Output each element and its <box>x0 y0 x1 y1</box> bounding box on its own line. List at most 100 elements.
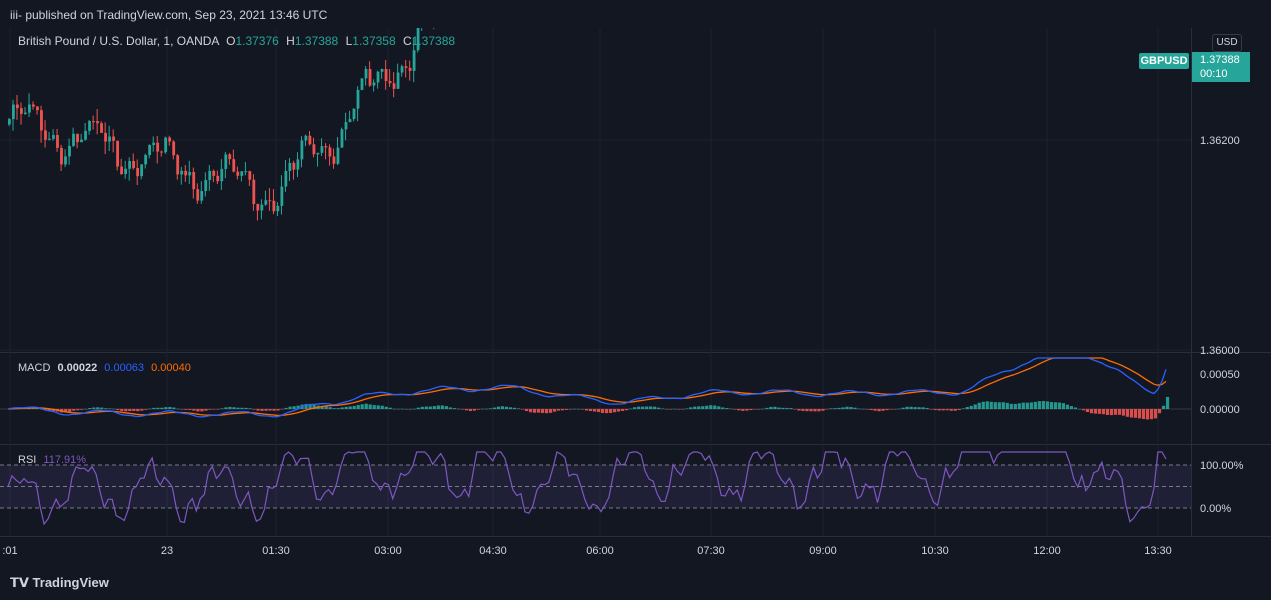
candle-body <box>252 179 256 204</box>
macd-histogram-bar <box>580 409 585 410</box>
high-value: 1.37388 <box>294 34 339 48</box>
candle-body <box>356 89 360 109</box>
candle-body <box>108 136 111 142</box>
candle-body <box>288 162 292 171</box>
candle-body <box>392 83 396 89</box>
macd-histogram-bar <box>941 409 945 411</box>
candle-body <box>396 72 400 89</box>
macd-histogram-bar <box>1029 402 1033 409</box>
macd-histogram-bar <box>1101 409 1106 415</box>
candle-body <box>416 28 420 51</box>
candle-body <box>116 140 119 167</box>
candle-body <box>404 66 408 68</box>
candle-body <box>148 145 152 156</box>
macd-histogram-bar <box>977 402 981 409</box>
macd-histogram-bar <box>236 407 240 409</box>
candle-body <box>324 146 328 148</box>
macd-histogram-bar <box>256 409 260 411</box>
candle-body <box>248 171 252 180</box>
macd-histogram-bar <box>637 406 641 409</box>
macd-histogram-bar <box>224 407 228 409</box>
candle-body <box>284 170 288 187</box>
candle-body <box>196 189 200 201</box>
macd-histogram-bar <box>72 409 76 411</box>
footer: 𝗧𝗩 TradingView <box>0 566 1271 600</box>
macd-histogram-bar <box>408 409 412 410</box>
last-price-badge: 1.37388 00:10 <box>1192 52 1250 82</box>
macd-histogram-bar <box>244 407 248 409</box>
macd-histogram-bar <box>92 407 96 409</box>
candle-body <box>164 137 168 153</box>
last-price-value: 1.37388 <box>1200 54 1240 66</box>
candle-body <box>40 110 43 131</box>
macd-histogram-bar <box>1149 409 1154 420</box>
symbol-badge: GBPUSD <box>1139 53 1189 69</box>
macd-histogram-bar <box>669 409 673 410</box>
macd-histogram-bar <box>560 409 565 411</box>
macd-histogram-bar <box>1133 409 1138 418</box>
macd-histogram-bar <box>1013 403 1017 409</box>
chart-area[interactable]: 1.372001.370001.368001.366001.364001.362… <box>0 28 1271 566</box>
macd-histogram-bar <box>200 409 204 412</box>
macd-histogram-bar <box>380 405 384 409</box>
macd-histogram-bar <box>1073 407 1078 409</box>
macd-histogram-bar <box>364 403 368 409</box>
currency-button[interactable]: USD <box>1212 34 1242 52</box>
macd-histogram-bar <box>957 409 961 411</box>
macd-histogram-bar <box>813 409 817 412</box>
macd-histogram-bar <box>252 409 256 410</box>
macd-histogram-bar <box>781 407 785 409</box>
macd-histogram-bar <box>420 406 424 409</box>
macd-histogram-bar <box>336 408 340 409</box>
candle-body <box>56 135 59 148</box>
high-label: H <box>286 34 295 48</box>
candle-body <box>92 121 95 123</box>
candle-body <box>176 155 180 175</box>
macd-histogram-bar <box>625 409 629 411</box>
candle-body <box>100 123 103 133</box>
macd-histogram-bar <box>681 409 685 410</box>
macd-histogram-bar <box>1069 406 1074 409</box>
macd-histogram-bar <box>825 409 829 410</box>
price-chart-svg[interactable]: 1.372001.370001.368001.366001.364001.362… <box>0 28 1271 566</box>
macd-histogram-bar <box>48 409 52 411</box>
macd-histogram-bar <box>785 407 789 409</box>
candle-body <box>280 186 284 206</box>
macd-histogram-bar <box>809 409 813 412</box>
low-value: 1.37358 <box>352 34 396 48</box>
macd-histogram-bar <box>220 408 224 409</box>
macd-histogram-bar <box>845 406 849 409</box>
macd-histogram-bar <box>528 409 533 413</box>
candle-body <box>304 135 308 141</box>
macd-histogram-bar <box>448 407 452 409</box>
macd-histogram-bar <box>496 406 501 409</box>
macd-histogram-bar <box>588 409 593 412</box>
macd-histogram-bar <box>516 408 521 409</box>
macd-histogram-bar <box>689 407 693 409</box>
tradingview-logo[interactable]: 𝗧𝗩 TradingView <box>10 575 109 591</box>
macd-histogram-bar <box>1125 409 1130 417</box>
macd-histogram-bar <box>596 409 601 413</box>
candle-body <box>80 139 83 143</box>
macd-histogram-bar <box>909 406 913 409</box>
macd-histogram-bar <box>544 409 549 414</box>
macd-histogram-bar <box>1153 409 1158 419</box>
macd-histogram-bar <box>605 409 609 414</box>
macd-histogram-bar <box>100 407 104 409</box>
macd-histogram-bar <box>949 409 953 411</box>
macd-histogram-bar <box>372 405 376 409</box>
macd-histogram-bar <box>905 406 909 409</box>
candle-body <box>400 66 404 73</box>
macd-histogram-bar <box>769 406 773 409</box>
macd-label: MACD <box>18 362 51 374</box>
macd-histogram-bar <box>384 406 388 409</box>
macd-histogram-bar <box>1001 402 1005 409</box>
macd-histogram-bar <box>332 408 336 409</box>
candle-body <box>152 142 156 146</box>
macd-histogram-bar <box>761 408 765 410</box>
candle-body <box>192 172 196 190</box>
macd-histogram-bar <box>504 406 509 409</box>
macd-histogram-bar <box>568 409 573 410</box>
macd-histogram-bar <box>837 407 841 409</box>
candle-body <box>180 170 184 175</box>
